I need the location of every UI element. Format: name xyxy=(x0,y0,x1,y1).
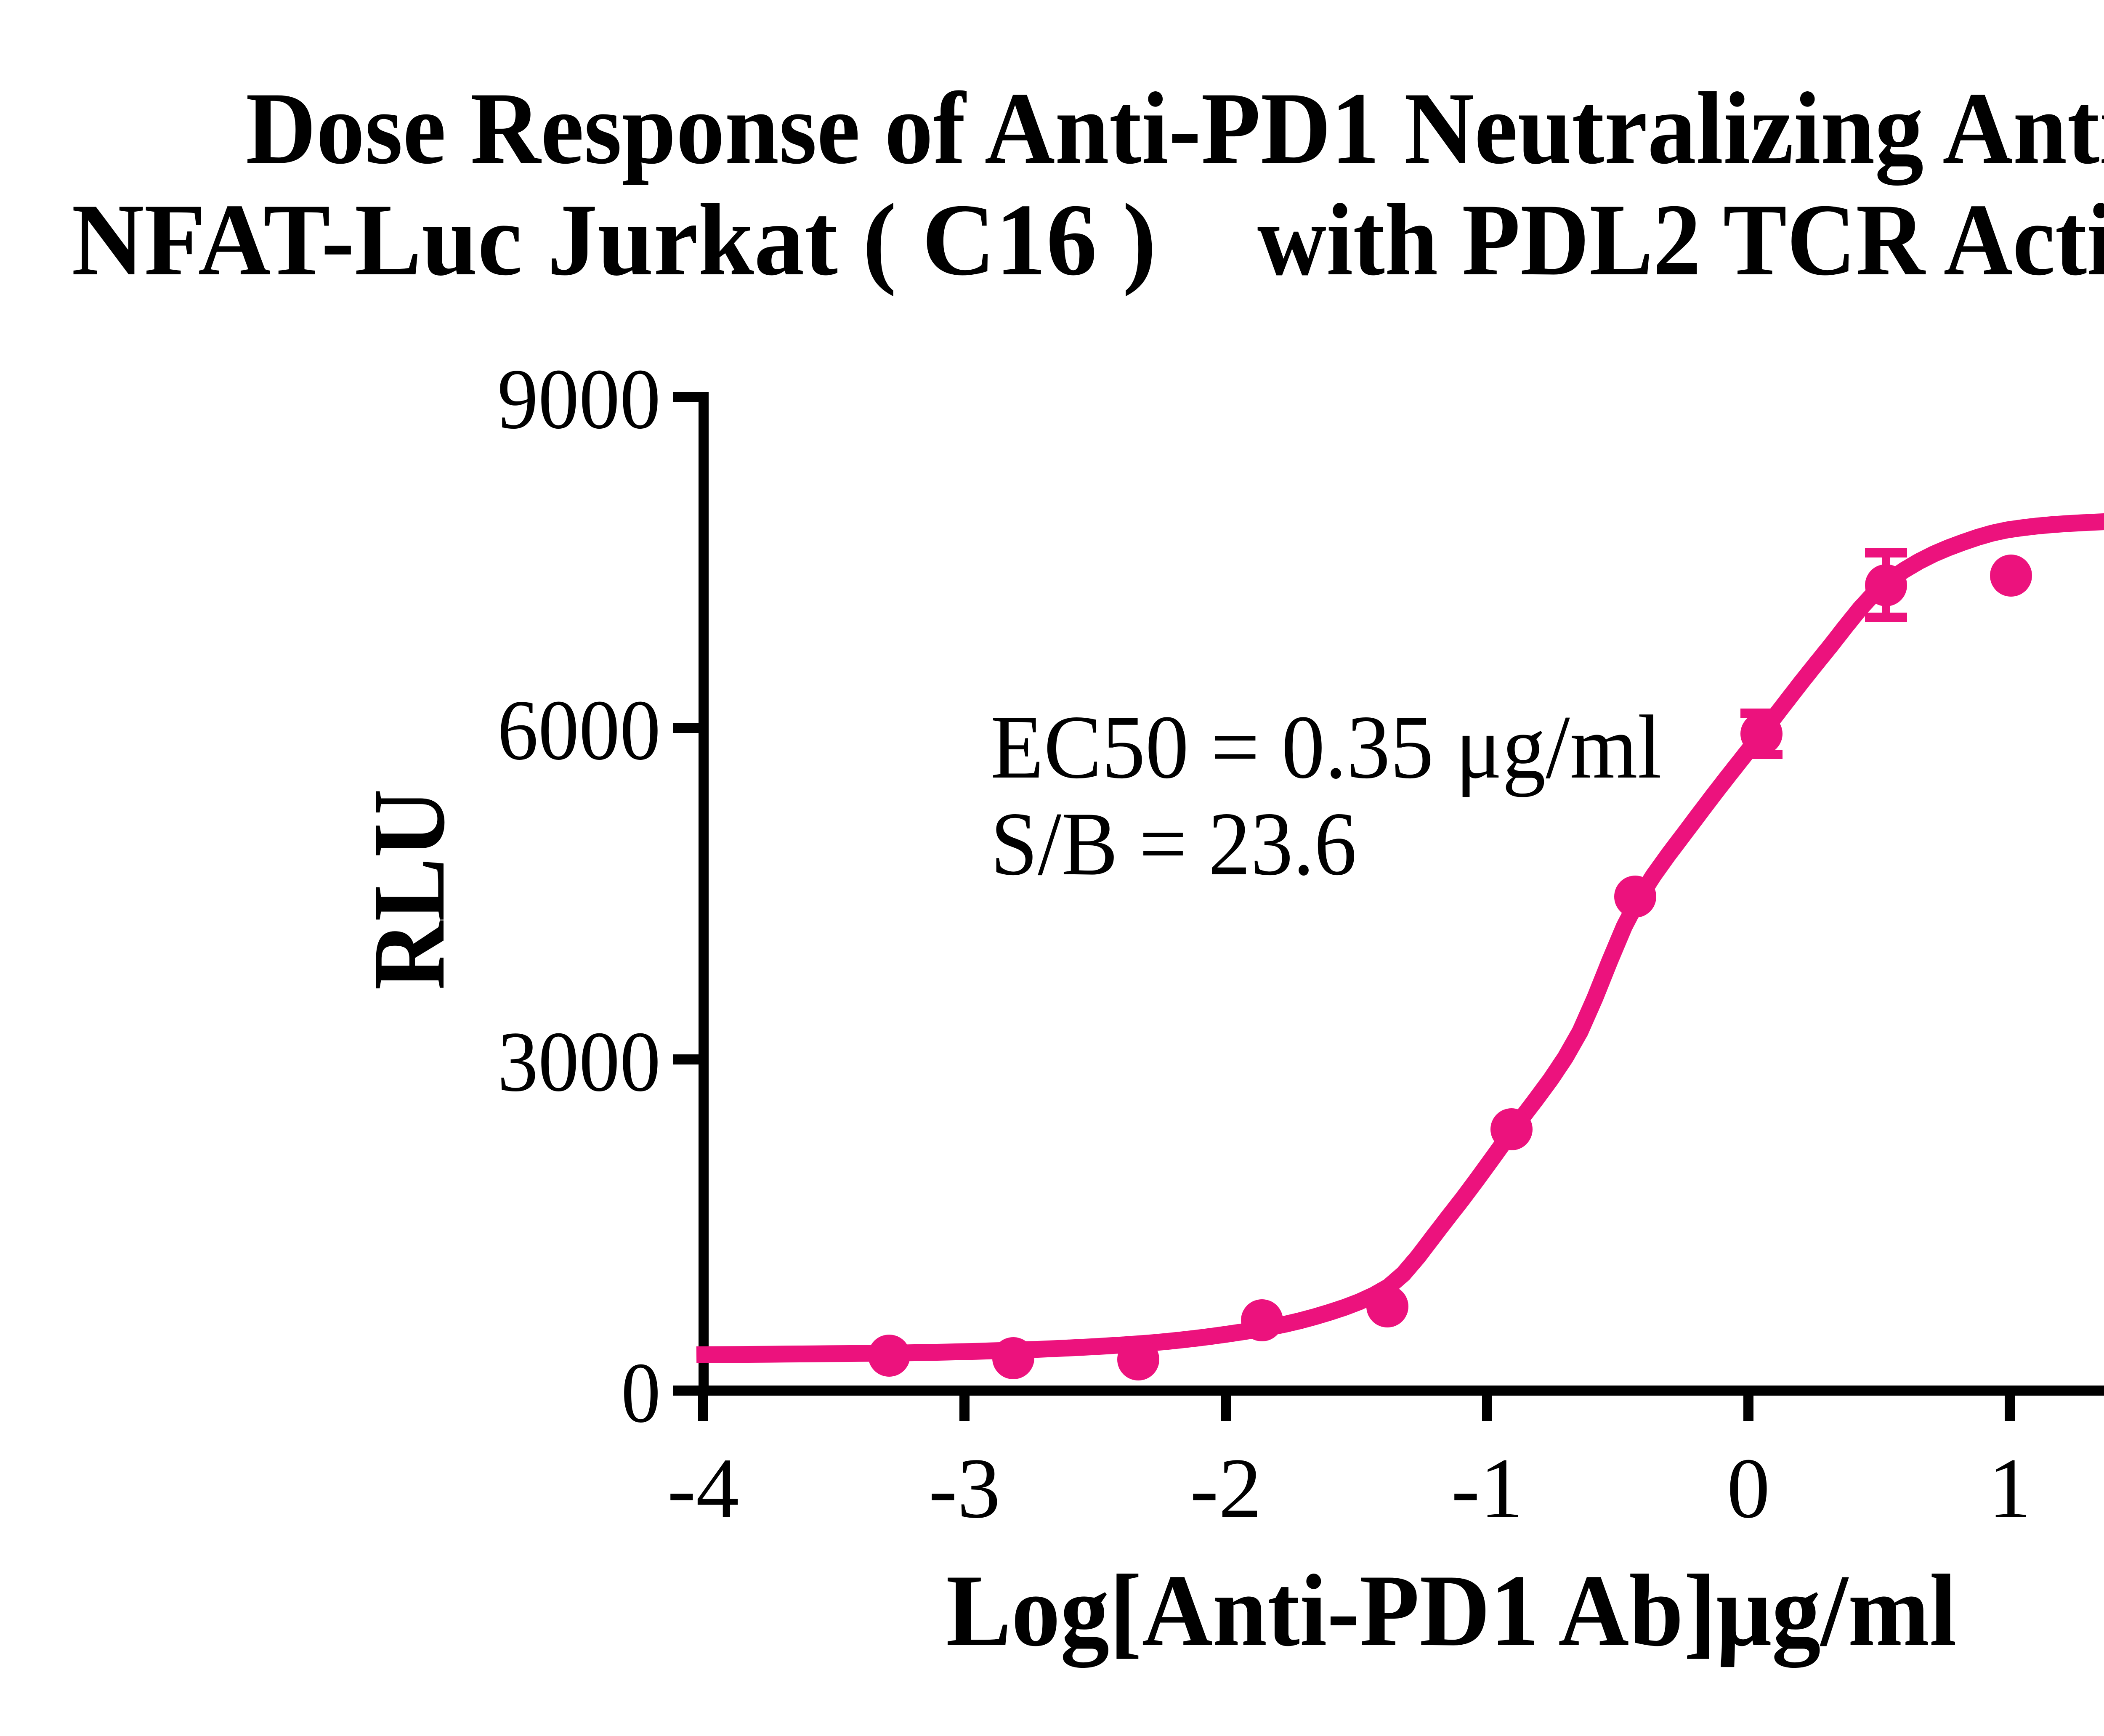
svg-text:1: 1 xyxy=(1988,1441,2032,1536)
svg-text:with PDL2 TCR Activator CHO (C: with PDL2 TCR Activator CHO (C1) xyxy=(1257,183,2104,297)
svg-text:Dose Response of Anti-PD1 Neut: Dose Response of Anti-PD1 Neutralizing A… xyxy=(246,71,2104,186)
svg-text:RLU: RLU xyxy=(352,789,466,990)
svg-text:-4: -4 xyxy=(667,1441,739,1536)
svg-text:3000: 3000 xyxy=(497,1014,661,1110)
svg-text:NFAT-Luc Jurkat: NFAT-Luc Jurkat xyxy=(72,183,838,297)
svg-text:9000: 9000 xyxy=(497,351,661,447)
svg-text:Log[Anti-PD1 Ab]μg/ml: Log[Anti-PD1 Ab]μg/ml xyxy=(946,1553,1957,1668)
svg-text:( C16 ): ( C16 ) xyxy=(863,183,1156,297)
svg-text:-1: -1 xyxy=(1451,1441,1523,1536)
svg-text:0: 0 xyxy=(1727,1441,1770,1536)
svg-text:EC50 = 0.35 μg/ml: EC50 = 0.35 μg/ml xyxy=(991,697,1662,797)
svg-text:-2: -2 xyxy=(1190,1441,1262,1536)
svg-text:0: 0 xyxy=(621,1345,661,1441)
svg-text:6000: 6000 xyxy=(497,682,661,778)
svg-text:-3: -3 xyxy=(929,1441,1001,1536)
svg-text:S/B = 23.6: S/B = 23.6 xyxy=(991,794,1357,894)
